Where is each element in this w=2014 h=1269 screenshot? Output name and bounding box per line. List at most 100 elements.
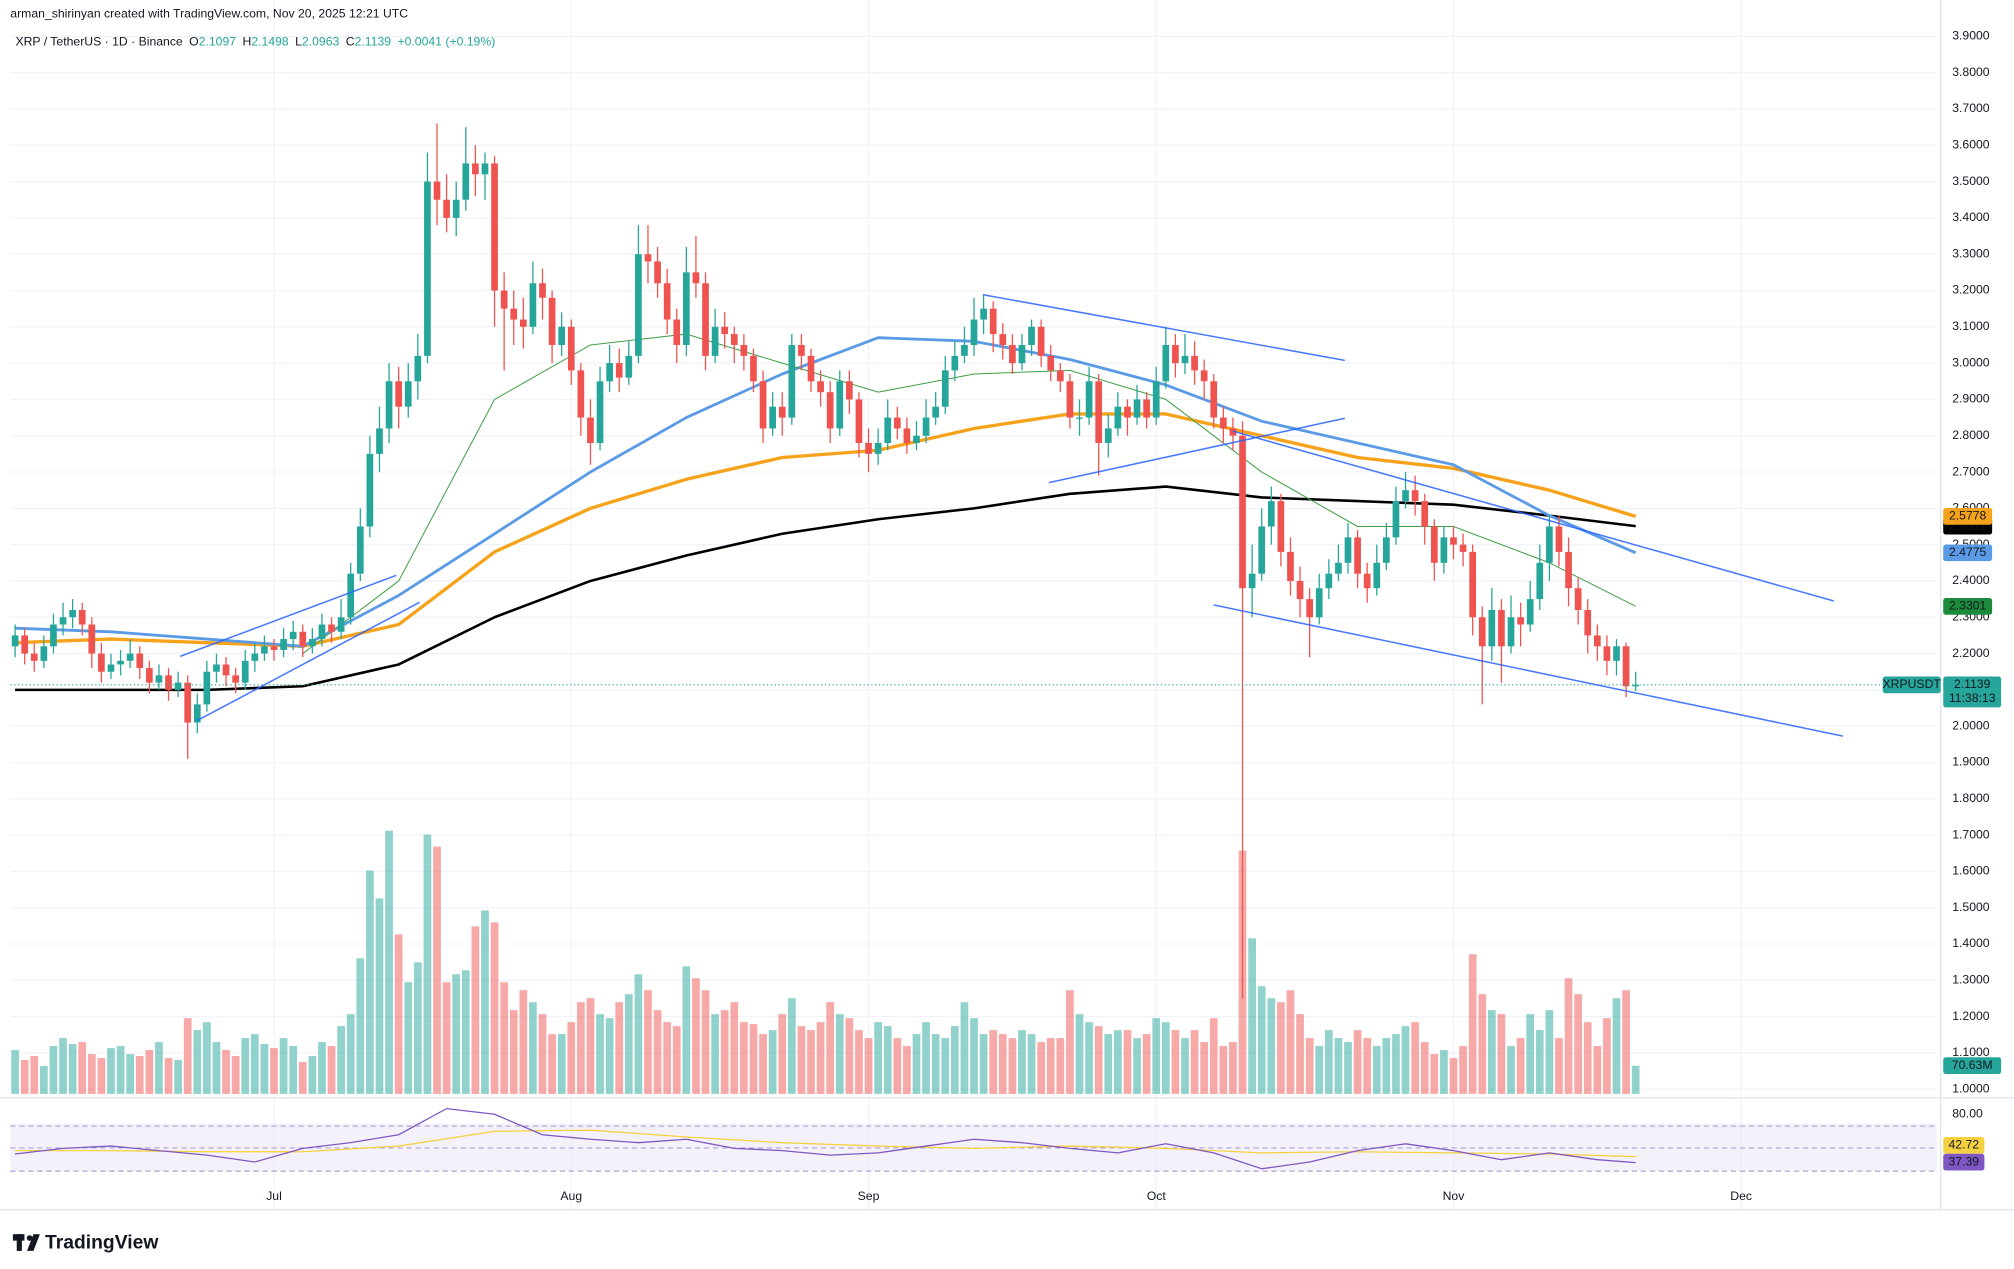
candle-body (126, 653, 134, 661)
volume-bar (366, 870, 374, 1094)
volume-bar (135, 1056, 144, 1094)
candle-body (615, 363, 623, 378)
volume-bar (998, 1034, 1007, 1094)
candle-body (1507, 617, 1515, 647)
legend-value: 2.1139 (355, 35, 392, 49)
y-tick-label: 3.9000 (1952, 29, 1990, 43)
rsi-tick-label: 80.00 (1952, 1107, 1983, 1121)
logo-mark (16, 1234, 22, 1251)
y-tick-label: 1.6000 (1952, 864, 1990, 878)
volume-bar (260, 1044, 269, 1094)
price-label-box (1943, 676, 2002, 694)
volume-bar (1507, 1046, 1515, 1094)
candle-body (1009, 344, 1016, 364)
volume-bar (720, 1010, 729, 1094)
candle-body (519, 319, 527, 327)
volume-bar (605, 1018, 614, 1094)
volume-bar (624, 994, 633, 1094)
volume-bar (538, 1014, 547, 1094)
volume-bar (270, 1048, 278, 1094)
candle-body (347, 573, 355, 618)
candle-body (740, 344, 748, 356)
volume-bar (1324, 1030, 1333, 1094)
volume-bar (1161, 1022, 1170, 1094)
volume (11, 830, 1640, 1094)
y-tick-label: 3.7000 (1952, 101, 1990, 115)
candle-body (1152, 381, 1160, 418)
ma-label-box (1943, 597, 1993, 615)
candle-body (50, 624, 57, 647)
legend-key: C (346, 35, 355, 49)
volume-label: 70.63M (1952, 1058, 1993, 1072)
candle-body (376, 428, 383, 454)
volume-bar (471, 926, 480, 1094)
candle-body (280, 639, 287, 650)
volume-bar (1315, 1046, 1324, 1094)
rsi-signal-label: 42.72 (1949, 1138, 1980, 1152)
volume-bar (672, 1026, 681, 1094)
ma-label: 2.5778 (1949, 509, 1987, 523)
volume-bar (845, 1018, 854, 1094)
candle-body (270, 646, 278, 650)
volume-bar (567, 1022, 576, 1094)
candle-body (798, 344, 805, 356)
trendline (1048, 417, 1345, 484)
candle-body (328, 624, 335, 632)
volume-bar (1056, 1038, 1065, 1094)
volume-bar (442, 982, 451, 1094)
candle-body (1555, 526, 1563, 552)
volume-bar (68, 1044, 77, 1094)
volume-bar (1497, 1014, 1506, 1094)
candle-body (1536, 562, 1544, 600)
trendline (196, 601, 420, 722)
candle-body (98, 653, 105, 672)
symbol: XRP / TetherUS · 1D · Binance (15, 35, 182, 49)
candle-body (673, 319, 681, 345)
y-tick-label: 2.8000 (1952, 428, 1990, 442)
candle-body (1037, 326, 1045, 356)
logo-mark (26, 1235, 33, 1241)
candle-body (836, 381, 844, 429)
volume-bar (1631, 1065, 1640, 1094)
rsi-signal-label-box (1943, 1137, 1985, 1154)
volume-bar (327, 1046, 336, 1094)
candle-body (318, 624, 326, 640)
candle-body (1095, 381, 1103, 443)
candle-body (1411, 490, 1419, 502)
candle-body (299, 631, 307, 647)
volume-bar (1344, 1042, 1352, 1094)
candle-body (241, 660, 249, 683)
legend-value: 2.0963 (302, 35, 340, 49)
candle-body (40, 646, 48, 661)
volume-bar (241, 1038, 250, 1094)
candle-body (606, 363, 613, 382)
candle-body (1315, 588, 1323, 618)
volume-bar (1190, 1030, 1199, 1094)
volume-bar (183, 1018, 192, 1094)
candle-body (577, 370, 585, 418)
candle-body (366, 453, 374, 527)
candle-body (1056, 370, 1064, 382)
y-tick-label: 1.5000 (1952, 900, 1990, 914)
volume-bar (298, 1062, 307, 1094)
volume-bar (1008, 1038, 1017, 1094)
x-tick-label: Sep (858, 1189, 880, 1203)
candle-body (644, 254, 652, 262)
trendlines (179, 293, 1843, 737)
volume-bar (481, 910, 489, 1094)
candle-body (481, 163, 489, 175)
candle-body (1383, 537, 1390, 563)
candle-body (145, 668, 153, 683)
y-tick-label: 1.0000 (1952, 1081, 1990, 1095)
legend-value: 2.1097 (199, 35, 237, 49)
candle-body (663, 283, 671, 320)
volume-bar (874, 1022, 882, 1094)
volume-bar (1401, 1026, 1410, 1094)
volume-bar (1440, 1050, 1448, 1094)
volume-bar (1603, 1018, 1611, 1094)
volume-bar (596, 1014, 604, 1094)
volume-bar (912, 1034, 921, 1094)
trendline (179, 574, 397, 658)
candle-body (385, 381, 393, 429)
y-tick-label: 3.8000 (1952, 65, 1990, 79)
